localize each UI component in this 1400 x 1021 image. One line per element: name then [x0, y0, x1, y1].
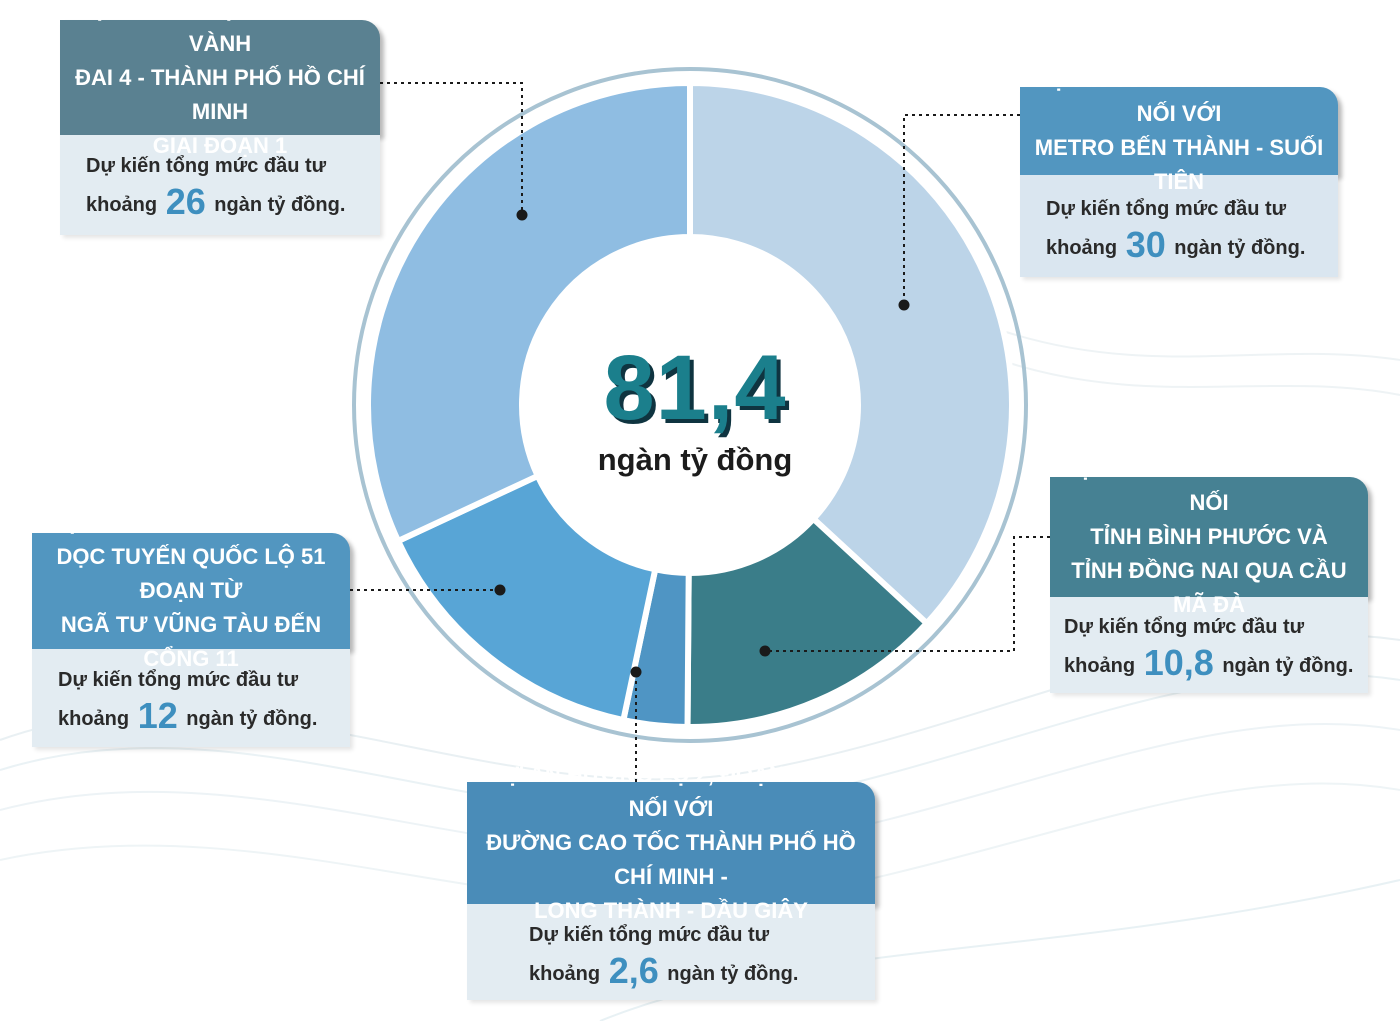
amount-binh-phuoc: 10,8 [1143, 642, 1214, 683]
amount-cao-toc: 12 [137, 695, 178, 736]
leader-lines [350, 82, 1050, 782]
donut-outer-ring [352, 67, 1028, 743]
card-cao-toc-title: DỰ ÁN ĐƯỜNG TRÊN CAO DỌC TUYẾN QUỐC LỘ 5… [32, 510, 350, 671]
donut-hole [520, 235, 860, 575]
card-binh-phuoc: DỰ ÁN TUYẾN ĐƯỜNG KẾT NỐI TỈNH BÌNH PHƯỚ… [1050, 456, 1368, 693]
card-vanh-dai-title: DỰ ÁN XÂY DỰNG ĐƯỜNG VÀNH ĐAI 4 - THÀNH … [60, 0, 380, 158]
leader-dot-binh_phuoc [759, 645, 771, 657]
card-binh-phuoc-title: DỰ ÁN TUYẾN ĐƯỜNG KẾT NỐI TỈNH BÌNH PHƯỚ… [1050, 456, 1368, 617]
amount-vanh-dai: 26 [165, 181, 206, 222]
total-unit: ngàn tỷ đồng [597, 442, 793, 477]
leader-dot-vanh_dai [516, 209, 528, 221]
card-cao-toc: DỰ ÁN ĐƯỜNG TRÊN CAO DỌC TUYẾN QUỐC LỘ 5… [32, 510, 350, 747]
card-huong-lo-title: DỰ ÁN HƯƠNG LỘ 2, ĐOẠN 2 KẾT NỐI VỚI ĐƯỜ… [467, 762, 875, 923]
leader-dot-huong_lo [630, 666, 642, 678]
amount-metro: 30 [1125, 224, 1166, 265]
leader-line-vanh_dai [380, 82, 523, 215]
leader-line-binh_phuoc [765, 536, 1050, 652]
card-vanh-dai: DỰ ÁN XÂY DỰNG ĐƯỜNG VÀNH ĐAI 4 - THÀNH … [60, 0, 380, 235]
card-cao-toc-body: Dự kiến tổng mức đầu tư khoảng 12 ngàn t… [32, 649, 350, 747]
card-binh-phuoc-body: Dự kiến tổng mức đầu tư khoảng 10,8 ngàn… [1050, 597, 1368, 693]
card-huong-lo-body: Dự kiến tổng mức đầu tư khoảng 2,6 ngàn … [467, 904, 875, 1000]
card-metro-title: DỰ ÁN TUYẾN METRO KẾT NỐI VỚI METRO BẾN … [1020, 67, 1338, 194]
card-vanh-dai-body: Dự kiến tổng mức đầu tư khoảng 26 ngàn t… [60, 135, 380, 235]
card-metro-body: Dự kiến tổng mức đầu tư khoảng 30 ngàn t… [1020, 175, 1338, 277]
card-huong-lo: DỰ ÁN HƯƠNG LỘ 2, ĐOẠN 2 KẾT NỐI VỚI ĐƯỜ… [467, 762, 875, 1000]
leader-dot-metro [898, 299, 910, 311]
leader-dot-cao_toc [494, 584, 506, 596]
amount-huong-lo: 2,6 [608, 950, 659, 991]
total-value: 81,4 [603, 337, 787, 439]
card-metro: DỰ ÁN TUYẾN METRO KẾT NỐI VỚI METRO BẾN … [1020, 67, 1338, 277]
